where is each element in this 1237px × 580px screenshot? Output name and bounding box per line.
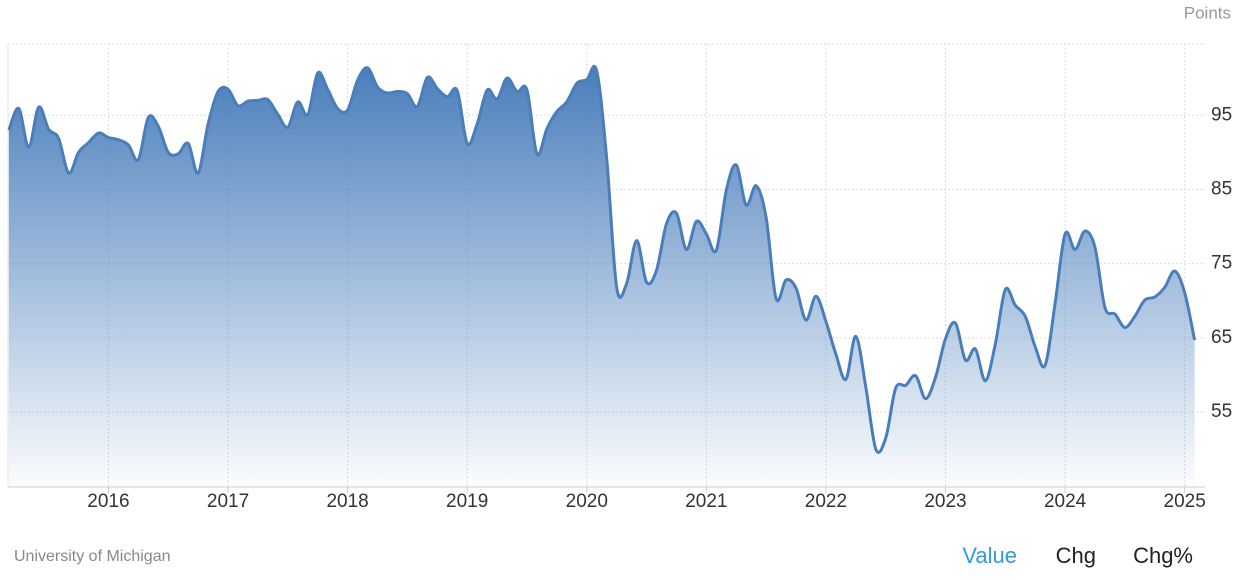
tab[interactable]: Value (962, 543, 1017, 568)
x-tick-label: 2017 (207, 491, 249, 512)
line (7, 64, 1197, 454)
y-axis-label: Points (1184, 3, 1231, 22)
tab[interactable]: Chg (1056, 543, 1096, 568)
x-tick-label: 2022 (805, 491, 847, 512)
x-tick-label: 2025 (1164, 491, 1206, 512)
area (8, 66, 1195, 487)
x-tick-label: 2018 (326, 491, 368, 512)
source: University of Michigan (14, 548, 171, 565)
x-tick-label: 2021 (685, 491, 727, 512)
x-tick-label: 2020 (566, 491, 608, 512)
x-tick-label: 2023 (924, 491, 966, 512)
x-tick-label: 2016 (87, 491, 129, 512)
tab[interactable]: Chg% (1133, 543, 1193, 568)
x-tick-label: 2019 (446, 491, 488, 512)
x-tick-label: 2024 (1044, 491, 1087, 512)
y-tick-label: 65 (1211, 327, 1232, 348)
y-tick-label: 55 (1211, 401, 1232, 422)
y-tick-label: 75 (1211, 253, 1232, 274)
y-tick-label: 95 (1211, 104, 1232, 125)
y-tick-label: 85 (1211, 178, 1232, 199)
